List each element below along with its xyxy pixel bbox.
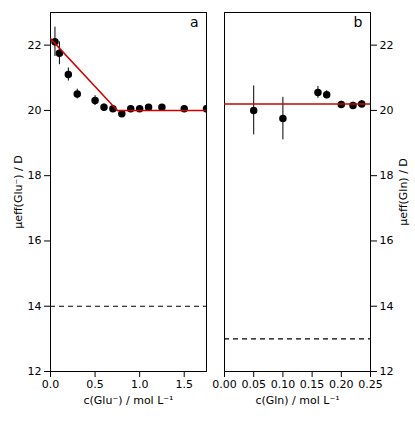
svg-text:18: 18 [380, 169, 394, 182]
svg-text:18: 18 [28, 169, 42, 182]
svg-text:12: 12 [380, 365, 394, 378]
svg-text:0.05: 0.05 [241, 378, 266, 391]
svg-text:μeff(Gln) / D: μeff(Gln) / D [397, 158, 410, 226]
svg-text:c(Glu⁻) / mol L⁻¹: c(Glu⁻) / mol L⁻¹ [83, 394, 173, 407]
svg-text:0.15: 0.15 [300, 378, 325, 391]
svg-text:22: 22 [380, 39, 394, 52]
svg-text:20: 20 [28, 104, 42, 117]
svg-text:b: b [354, 14, 363, 30]
svg-text:0.25: 0.25 [358, 378, 383, 391]
svg-text:1.5: 1.5 [175, 378, 193, 391]
svg-text:22: 22 [28, 39, 42, 52]
svg-text:12: 12 [28, 365, 42, 378]
svg-text:c(Gln) / mol L⁻¹: c(Gln) / mol L⁻¹ [255, 394, 339, 407]
svg-text:μeff(Glu⁻) / D: μeff(Glu⁻) / D [12, 155, 25, 228]
svg-text:14: 14 [28, 300, 42, 313]
svg-text:16: 16 [28, 234, 42, 247]
svg-text:a: a [190, 14, 199, 30]
svg-text:0.10: 0.10 [271, 378, 296, 391]
svg-text:0.0: 0.0 [42, 378, 60, 391]
svg-text:0.20: 0.20 [329, 378, 354, 391]
svg-text:0.00: 0.00 [212, 378, 237, 391]
svg-text:20: 20 [380, 104, 394, 117]
svg-text:1.0: 1.0 [131, 378, 149, 391]
svg-text:16: 16 [380, 234, 394, 247]
svg-text:14: 14 [380, 300, 394, 313]
svg-text:0.5: 0.5 [86, 378, 104, 391]
